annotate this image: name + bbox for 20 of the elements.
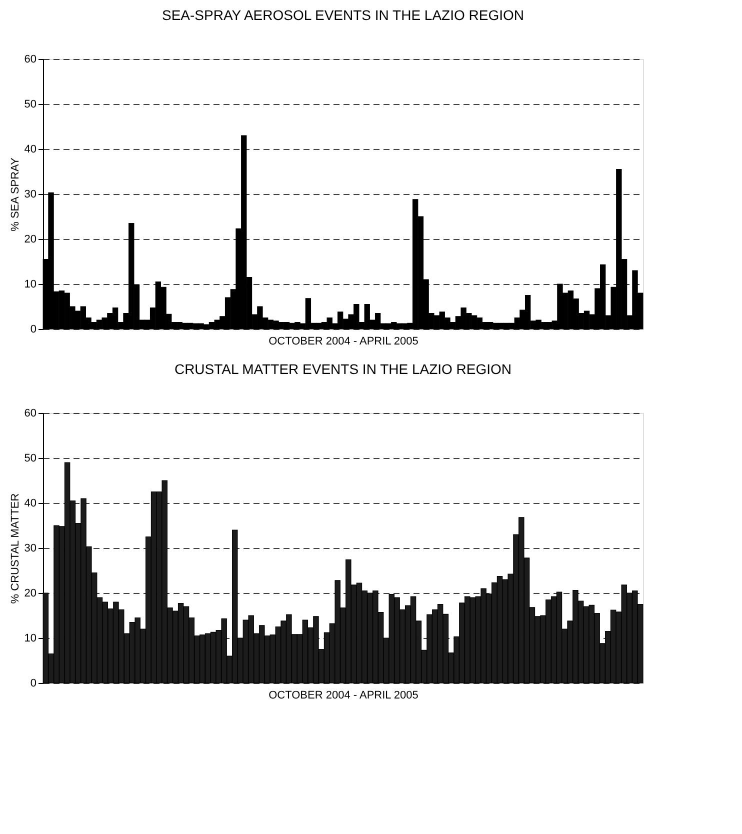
y-tick-label: 20 [24,234,36,246]
y-axis-title: % SEA SPRAY [9,156,22,232]
y-tick-label: 0 [30,678,36,690]
y-tick-label: 30 [24,188,36,200]
y-tick-label: 50 [24,452,36,464]
y-tick-label: 40 [24,144,36,156]
y-axis-title: % CRUSTAL MATTER [9,493,22,604]
y-tick-label: 40 [24,498,36,510]
y-tick-label: 20 [24,588,36,600]
y-tick-label: 10 [24,278,36,290]
chart-title: SEA-SPRAY AEROSOL EVENTS IN THE LAZIO REGION [162,7,524,23]
y-tick-label: 10 [24,632,36,644]
y-tick-label: 0 [30,324,36,336]
y-tick-label: 60 [24,408,36,420]
y-tick-label: 30 [24,542,36,554]
x-axis-title: OCTOBER 2004 - APRIL 2005 [268,336,418,348]
x-axis-title: OCTOBER 2004 - APRIL 2005 [268,690,418,702]
chart-title: CRUSTAL MATTER EVENTS IN THE LAZIO REGION [174,361,512,377]
y-tick-label: 60 [24,54,36,66]
y-tick-label: 50 [24,98,36,110]
